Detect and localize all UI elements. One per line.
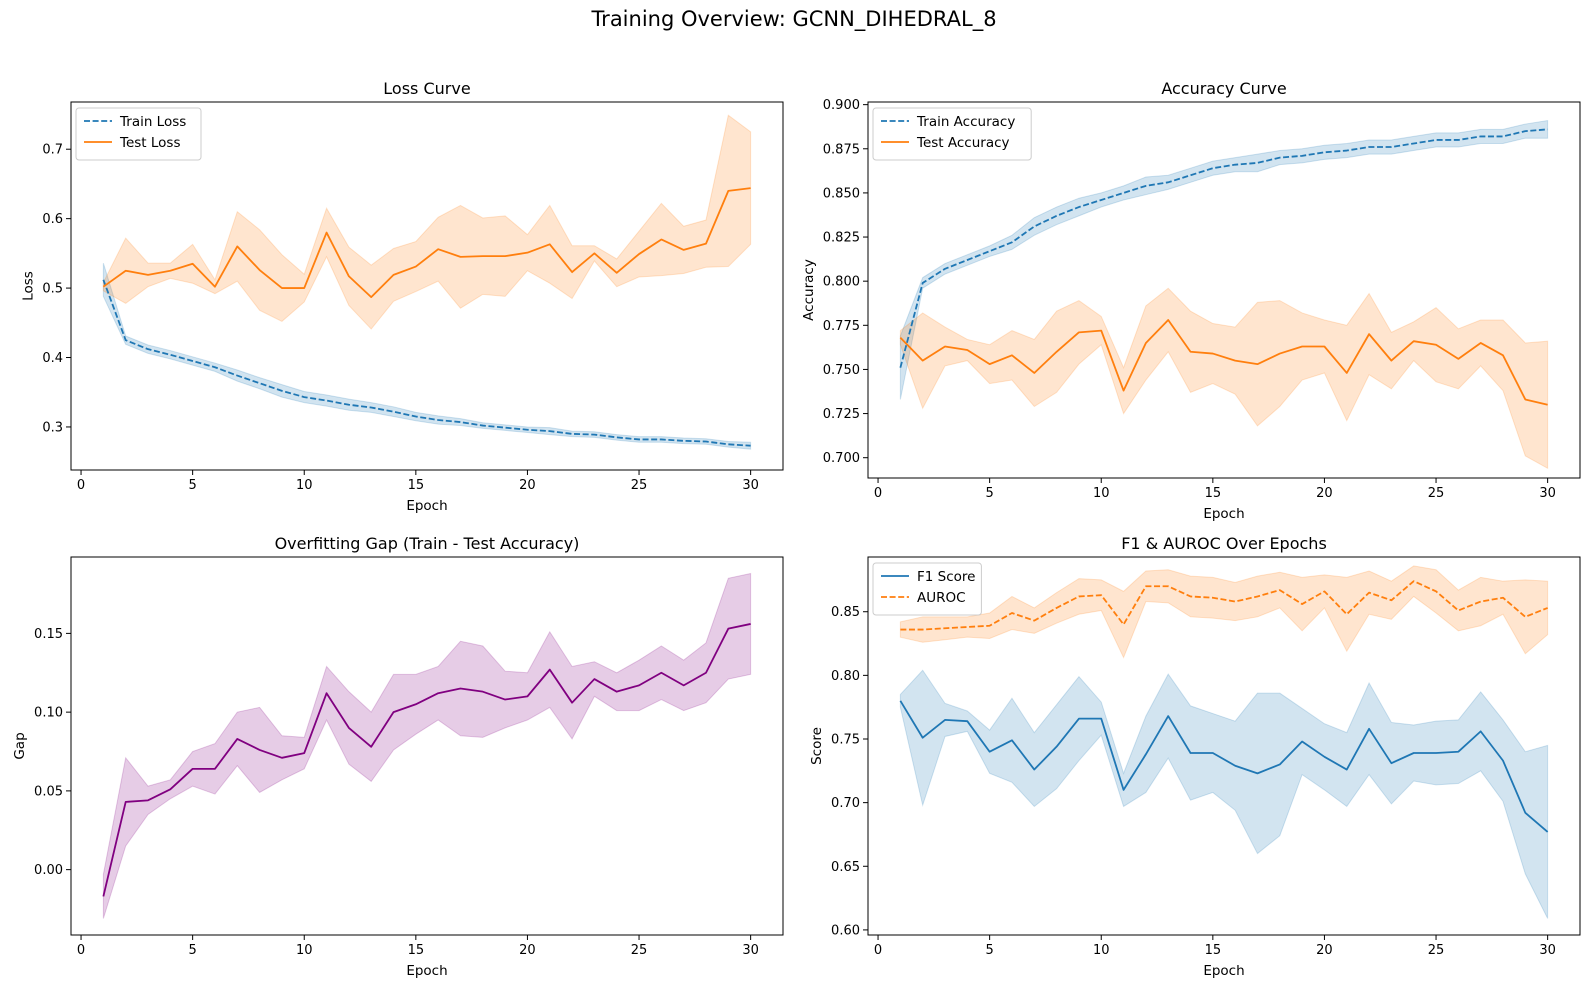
gap-xtick-label-3: 15 xyxy=(408,943,425,958)
f1_auroc-xtick-label-6: 30 xyxy=(1539,943,1556,958)
gap-ytick-label-1: 0.05 xyxy=(34,784,63,799)
gap-xtick-label-4: 20 xyxy=(519,943,536,958)
f1_auroc-series-0-line xyxy=(899,700,1549,833)
loss-legend-box xyxy=(75,107,202,161)
f1_auroc-ytick-label-4: 0.80 xyxy=(831,669,860,684)
f1_auroc-ylabel: Score xyxy=(809,727,825,765)
loss-xtick-label-6: 30 xyxy=(742,478,759,493)
f1_auroc-xtick-label-5: 25 xyxy=(1428,943,1445,958)
f1_auroc-xtick-label-2: 10 xyxy=(1093,943,1110,958)
loss-series-0-line xyxy=(102,279,751,447)
loss-legend: Train Loss Test Loss xyxy=(75,107,202,161)
loss-ytick-label-4: 0.7 xyxy=(42,143,63,158)
figure-title: Training Overview: GCNN_DIHEDRAL_8 xyxy=(590,7,996,32)
f1_auroc-xtick-label-0: 0 xyxy=(874,943,882,958)
f1_auroc-series-1-band xyxy=(899,565,1549,659)
f1_auroc-legend: F1 Score AUROC xyxy=(872,562,982,616)
accuracy-title: Accuracy Curve xyxy=(1161,79,1286,98)
gap-ytick-label-0: 0.00 xyxy=(34,863,63,878)
loss-chart: Loss Curve 0 5 10 15 20 25 30 0.3 0.4 0.5 0.6 0.7 Epo… xyxy=(20,79,784,514)
f1-auroc-chart: F1 & AUROC Over Epochs 0 5 10 15 20 25 30 0.60 0.… xyxy=(809,534,1581,979)
gap-xtick-label-1: 5 xyxy=(189,943,197,958)
gap-series-0-band xyxy=(102,572,752,919)
accuracy-ytick-label-7: 0.875 xyxy=(823,142,860,157)
accuracy-ytick-label-3: 0.775 xyxy=(823,319,860,334)
accuracy-ytick-label-4: 0.800 xyxy=(823,275,860,290)
loss-ylabel: Loss xyxy=(20,271,36,301)
f1_auroc-ytick-label-1: 0.65 xyxy=(831,860,860,875)
accuracy-series-0-line xyxy=(899,128,1548,368)
loss-series-0-band xyxy=(102,262,752,450)
f1_auroc-ytick-label-3: 0.75 xyxy=(831,733,860,748)
loss-xtick-label-5: 25 xyxy=(631,478,648,493)
accuracy-xtick-label-2: 10 xyxy=(1093,486,1110,501)
f1_auroc-xtick-label-1: 5 xyxy=(986,943,994,958)
loss-xtick-label-3: 15 xyxy=(408,478,425,493)
accuracy-ytick-label-8: 0.900 xyxy=(823,98,860,113)
gap-ytick-label-3: 0.15 xyxy=(34,627,63,642)
gap-series-0-line xyxy=(102,623,751,897)
gap-ylabel: Gap xyxy=(12,732,28,759)
f1_auroc-ytick-label-0: 0.60 xyxy=(831,923,860,938)
f1_auroc-ytick-label-2: 0.70 xyxy=(831,796,860,811)
accuracy-ylabel: Accuracy xyxy=(801,259,817,321)
gap-xtick-label-6: 30 xyxy=(742,943,759,958)
loss-ytick-label-3: 0.6 xyxy=(42,212,63,227)
accuracy-ytick-label-1: 0.725 xyxy=(823,407,860,422)
loss-xtick-label-4: 20 xyxy=(519,478,536,493)
f1_auroc-series-1-line xyxy=(900,580,1548,631)
accuracy-chart: Accuracy Curve 0 5 10 15 20 25 30 0.700 0.725 0.75… xyxy=(801,79,1581,522)
gap-title: Overfitting Gap (Train - Test Accuracy) xyxy=(275,534,580,553)
gap-xtick-label-2: 10 xyxy=(296,943,313,958)
accuracy-legend: Train Accuracy Test Accuracy xyxy=(872,107,1032,161)
gap-xlabel: Epoch xyxy=(406,963,447,979)
loss-axes-frame xyxy=(70,101,784,471)
loss-xtick-label-1: 5 xyxy=(189,478,197,493)
accuracy-ytick-label-2: 0.750 xyxy=(823,363,860,378)
loss-xtick-label-0: 0 xyxy=(77,478,85,493)
accuracy-xtick-label-6: 30 xyxy=(1539,486,1556,501)
accuracy-legend-label-1: Test Accuracy xyxy=(916,135,1010,151)
gap-axes-frame xyxy=(70,556,784,936)
accuracy-xtick-label-5: 25 xyxy=(1428,486,1445,501)
accuracy-series-1-line xyxy=(899,319,1548,406)
f1_auroc-xlabel: Epoch xyxy=(1203,963,1244,979)
loss-title: Loss Curve xyxy=(383,79,470,98)
accuracy-ytick-label-5: 0.825 xyxy=(823,231,860,246)
f1_auroc-series-0-band xyxy=(899,669,1549,919)
loss-ytick-label-0: 0.3 xyxy=(42,420,63,435)
loss-legend-label-1: Test Loss xyxy=(119,135,181,151)
gap-ytick-label-2: 0.10 xyxy=(34,706,63,721)
f1_auroc-title: F1 & AUROC Over Epochs xyxy=(1121,534,1327,553)
f1_auroc-xtick-label-4: 20 xyxy=(1316,943,1333,958)
gap-chart: Overfitting Gap (Train - Test Accuracy) 0… xyxy=(12,534,784,979)
loss-legend-label-0: Train Loss xyxy=(119,114,186,130)
loss-series-1-line xyxy=(102,187,751,299)
f1_auroc-ytick-label-5: 0.85 xyxy=(831,605,860,620)
loss-ytick-label-1: 0.4 xyxy=(42,351,63,366)
loss-xtick-label-2: 10 xyxy=(296,478,313,493)
accuracy-xtick-label-4: 20 xyxy=(1316,486,1333,501)
accuracy-series-1-band xyxy=(899,287,1549,470)
accuracy-xtick-label-1: 5 xyxy=(986,486,994,501)
accuracy-legend-box xyxy=(872,107,1032,161)
accuracy-xtick-label-3: 15 xyxy=(1205,486,1222,501)
accuracy-series-0-band xyxy=(899,119,1549,400)
f1_auroc-legend-label-1: AUROC xyxy=(917,590,966,606)
f1_auroc-axes-frame xyxy=(867,556,1581,936)
f1_auroc-legend-label-0: F1 Score xyxy=(917,569,975,585)
loss-ytick-label-2: 0.5 xyxy=(42,282,63,297)
accuracy-xlabel: Epoch xyxy=(1203,506,1244,522)
accuracy-xtick-label-0: 0 xyxy=(874,486,882,501)
accuracy-axes-frame xyxy=(867,101,1581,479)
accuracy-legend-label-0: Train Accuracy xyxy=(916,114,1015,130)
accuracy-ytick-label-6: 0.850 xyxy=(823,186,860,201)
gap-xtick-label-5: 25 xyxy=(631,943,648,958)
loss-xlabel: Epoch xyxy=(406,498,447,514)
f1_auroc-xtick-label-3: 15 xyxy=(1205,943,1222,958)
gap-xtick-label-0: 0 xyxy=(77,943,85,958)
accuracy-ytick-label-0: 0.700 xyxy=(823,451,860,466)
